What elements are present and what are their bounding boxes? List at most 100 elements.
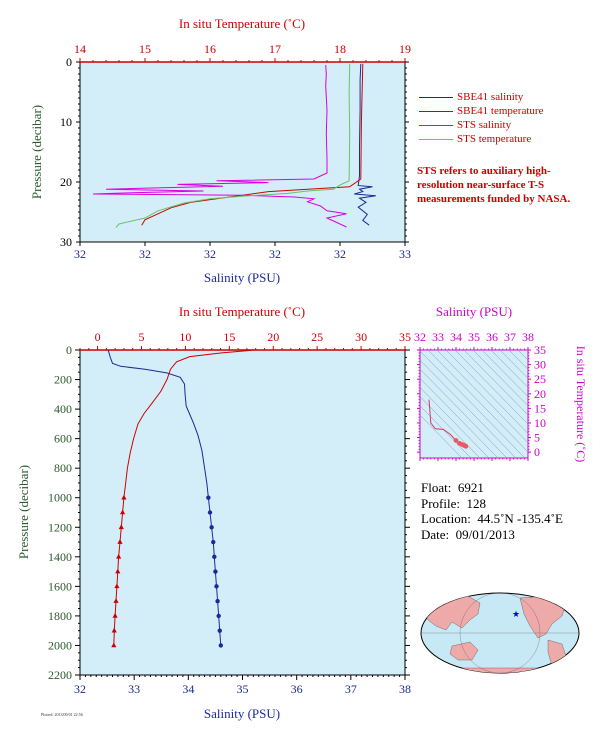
bottom-y-tick-label: 600 [54,432,72,446]
top-sal-ticks: 32 32 32 32 32 33 [74,242,411,261]
salinity-point [217,628,222,633]
top-temp-tick-label: 15 [139,42,151,56]
bottom-sal-ticks: 32 33 34 35 36 37 38 [74,675,411,696]
top-x-axis-title: Salinity (PSU) [204,270,280,285]
float-location-marker: ★ [512,609,520,619]
ts-contour [436,350,528,444]
float-info: Float: 6921 Profile: 128 Location: 44.5˚… [421,480,563,542]
map-grid [421,593,579,673]
bottom-temp-tick-label: 35 [399,330,411,344]
temperature-point [112,612,118,618]
salinity-point [216,613,221,619]
top-temp-tick-label: 14 [74,42,86,56]
top-sal-tick-label: 33 [399,247,411,261]
top-sal-tick-label: 32 [334,247,346,261]
bottom-temp-tick-label: 0 [95,330,101,344]
salinity-point [207,510,213,515]
bottom-temp-tick-label: 30 [355,330,367,344]
bottom-temp-tick-label: 20 [267,330,279,344]
bottom-temp-tick-label: 25 [311,330,323,344]
map-land-australia [449,641,479,661]
salinity-point [218,643,224,648]
top-sal-tick-label: 32 [74,247,86,261]
profile-row: Profile: 128 [421,495,486,511]
temperature-point [111,627,117,633]
top-temp-tick-label: 16 [204,42,216,56]
bottom-y-axis-title: Pressure (decibar) [16,465,31,559]
ts-temp-tick-label: 35 [534,343,546,357]
top-sal-tick-label: 32 [269,247,281,261]
top-y-tick-label: 30 [60,235,72,249]
legend-entry: STS temperature [419,132,543,146]
bottom-chart: In situ Temperature (˚C) 0 5 10 15 20 25 30 35 … [16,304,411,721]
ts-sal-axis-title: Salinity (PSU) [436,304,512,319]
bottom-y-tick-label: 1800 [48,609,72,623]
map-land-antarctica [421,667,579,673]
ts-contour [508,350,528,370]
ts-contour [463,350,528,416]
top-temp-ticks: 14 15 16 17 18 19 [74,42,411,62]
sts-note: STS refers to auxiliary high-resolution … [417,165,571,205]
legend-entry: SBE41 salinity [419,90,543,104]
top-y-axis-title: Pressure (decibar) [29,105,44,199]
ts-point [463,443,469,449]
temperature-point [114,583,120,589]
ts-contour [481,350,528,397]
legend-entry: STS salinity [419,118,543,132]
bottom-y-tick-label: 2000 [48,638,72,652]
bottom-sal-tick-label: 37 [345,682,357,696]
ts-temp-tick-label: 10 [534,416,546,430]
top-legend: SBE41 salinity SBE41 temperature STS sal… [419,90,543,146]
ts-chart: Salinity (PSU) 32 33 34 35 36 37 38 0510152025… [414,304,588,463]
bottom-sal-tick-label: 35 [237,682,249,696]
ts-temp-axis-title: In situ Temperature (˚C) [574,346,588,463]
ts-sal-tick-label: 35 [468,330,480,344]
ts-sal-tick-label: 38 [522,330,534,344]
float-row: Float: 6921 [421,480,484,495]
ts-contour [454,350,528,425]
temperature-point [113,598,119,603]
bottom-y-tick-label: 1200 [48,520,72,534]
ts-density-contours [420,350,528,458]
ts-contour [420,396,481,458]
salinity-profile-line [107,349,222,646]
top-y-tick-label: 0 [66,55,72,69]
salinity-point [212,554,217,560]
bottom-sal-tick-label: 38 [399,682,411,696]
ts-sal-tick-label: 36 [486,330,498,344]
ts-temp-tick-label: 30 [534,358,546,372]
ts-contour [420,368,508,458]
top-plot-area [79,61,406,243]
top-series-line [115,63,351,228]
legend-entry: SBE41 temperature [419,104,543,118]
ts-sal-tick-label: 37 [504,330,516,344]
bottom-temp-tick-label: 15 [223,330,235,344]
salinity-point [214,584,219,589]
top-temp-axis-title: In situ Temperature (˚C) [179,16,305,31]
temperature-point [121,494,127,500]
bottom-series-group [107,349,256,648]
bottom-temp-tick-label: 10 [179,330,191,344]
temperature-point [111,642,117,648]
ts-sal-tick-label: 32 [414,330,426,344]
bottom-sal-tick-label: 32 [74,682,86,696]
top-temp-tick-label: 18 [334,42,346,56]
ts-point [453,438,459,443]
top-series-line [354,63,376,226]
salinity-point [209,525,214,530]
temperature-point [117,539,123,544]
salinity-point [211,539,216,545]
temperature-point [120,509,126,515]
ts-temp-tick-label: 5 [534,431,540,445]
top-y-ticks: 0 10 20 30 [60,55,409,249]
bottom-temp-ticks: 0 5 10 15 20 25 30 35 [79,330,411,350]
top-chart: In situ Temperature (˚C) 14 15 16 17 18 19 32… [29,16,411,285]
top-temp-tick-label: 19 [399,42,411,56]
ts-plot-area [419,349,529,459]
bottom-y-tick-label: 800 [54,461,72,475]
ts-sal-ticks: 32 33 34 35 36 37 38 [414,330,534,461]
location-row: Location: 44.5˚N -135.4˚E [421,511,563,526]
ts-contour [499,350,528,379]
